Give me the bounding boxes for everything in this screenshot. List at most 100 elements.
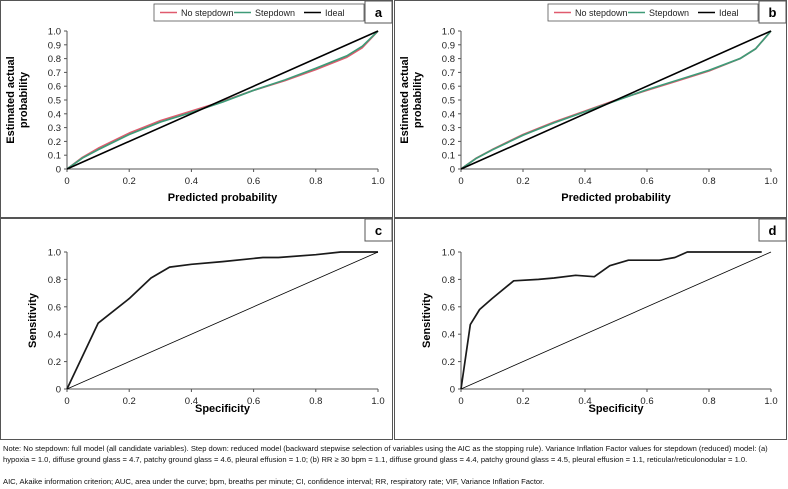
x-axis-title: Predicted probability xyxy=(168,192,278,204)
y-tick-label: 0.1 xyxy=(442,151,455,162)
legend-box xyxy=(153,3,365,22)
x-tick-label: 0.4 xyxy=(578,396,591,407)
y-tick-label: 0.4 xyxy=(48,109,61,120)
y-axis-title-line: Estimated actual xyxy=(5,56,17,143)
y-tick-label: 0.2 xyxy=(48,357,61,368)
y-tick-label: 0 xyxy=(56,385,61,396)
x-tick-label: 0.8 xyxy=(702,176,715,187)
y-axis-title-line: Estimated actual xyxy=(399,56,411,143)
panel-b: b 0 0.2 0.4 0.6 0.8 1.0 0 0.1 0.2 0.3 0.4 0.5 0.6 0.7 0… xyxy=(394,0,787,218)
legend-label: Stepdown xyxy=(255,8,295,18)
panel-label: a xyxy=(375,5,383,20)
abbreviations-note: AIC, Akaike information criterion; AUC, … xyxy=(3,477,545,486)
figure: a 0 0.2 0.4 0.6 0.8 1.0 0 0.1 0.2 0.3 0.4 0.5 0.6 0.7 0… xyxy=(0,0,787,440)
panel-label: d xyxy=(769,223,777,238)
y-tick-label: 0.5 xyxy=(48,96,61,107)
x-tick-label: 0.4 xyxy=(185,396,198,407)
y-tick-label: 0.6 xyxy=(442,302,455,313)
panel-a: a 0 0.2 0.4 0.6 0.8 1.0 0 0.1 0.2 0.3 0.4 0.5 0.6 0.7 0… xyxy=(0,0,393,218)
x-tick-label: 0.8 xyxy=(702,396,715,407)
y-tick-label: 0.4 xyxy=(442,109,455,120)
x-tick-label: 0 xyxy=(64,176,69,187)
legend-box xyxy=(547,3,759,22)
y-tick-label: 0.7 xyxy=(442,68,455,79)
legend-label: Stepdown xyxy=(649,8,689,18)
series-line-reference xyxy=(460,251,772,390)
series-line-stepdown xyxy=(66,30,379,170)
y-tick-label: 0.8 xyxy=(48,54,61,65)
y-tick-label: 0.3 xyxy=(48,123,61,134)
y-tick-label: 0.8 xyxy=(442,275,455,286)
x-tick-label: 0.2 xyxy=(516,396,529,407)
panel-label-box xyxy=(758,0,787,24)
y-tick-label: 0.8 xyxy=(48,275,61,286)
y-tick-label: 0 xyxy=(56,165,61,176)
panel-label: c xyxy=(375,223,382,238)
y-tick-label: 0.9 xyxy=(442,40,455,51)
y-tick-label: 0.8 xyxy=(442,54,455,65)
y-tick-label: 0.4 xyxy=(48,330,61,341)
x-tick-label: 0 xyxy=(458,396,463,407)
x-tick-label: 0 xyxy=(64,396,69,407)
x-tick-label: 0.4 xyxy=(578,176,591,187)
y-tick-label: 0.2 xyxy=(48,137,61,148)
y-tick-label: 1.0 xyxy=(48,27,61,38)
y-tick-label: 1.0 xyxy=(442,248,455,259)
legend-label: Ideal xyxy=(719,8,739,18)
y-axis-title-line: probability xyxy=(412,71,424,128)
y-tick-label: 0.1 xyxy=(48,151,61,162)
y-tick-label: 0.6 xyxy=(442,82,455,93)
x-tick-label: 1.0 xyxy=(764,176,777,187)
y-tick-label: 0.4 xyxy=(442,330,455,341)
x-tick-label: 0.8 xyxy=(309,396,322,407)
panel-frame xyxy=(394,218,787,440)
series-line-roc xyxy=(460,251,762,390)
panel-d: d 0 0.2 0.4 0.6 0.8 1.0 0 0.2 0.4 0.6 0.8 1.0 Specifi… xyxy=(394,218,787,440)
y-tick-label: 0.5 xyxy=(442,96,455,107)
x-tick-label: 1.0 xyxy=(371,176,384,187)
panel-c: c 0 0.2 0.4 0.6 0.8 1.0 0 0.2 0.4 0.6 0.8 1.0 Specifi… xyxy=(0,218,393,440)
panel-label-box xyxy=(758,218,787,242)
x-axis-title: Predicted probability xyxy=(561,192,671,204)
y-axis-title: Sensitivity xyxy=(421,292,433,348)
x-axis-title: Specificity xyxy=(588,403,644,415)
panel-label-box xyxy=(364,218,393,242)
y-axis-title: Estimated actualprobability xyxy=(5,56,30,143)
x-tick-label: 0.2 xyxy=(123,176,136,187)
y-axis-title-line: probability xyxy=(18,71,30,128)
y-axis-title: Estimated actualprobability xyxy=(399,56,424,143)
series-line-reference xyxy=(66,251,379,390)
x-tick-label: 0.6 xyxy=(247,396,260,407)
panel-label-box xyxy=(364,0,393,24)
y-tick-label: 0.6 xyxy=(48,302,61,313)
y-tick-label: 0.2 xyxy=(442,137,455,148)
x-tick-label: 0.4 xyxy=(185,176,198,187)
y-tick-label: 0.3 xyxy=(442,123,455,134)
y-tick-label: 0.2 xyxy=(442,357,455,368)
x-axis-title: Specificity xyxy=(195,403,251,415)
x-tick-label: 0 xyxy=(458,176,463,187)
panel-frame xyxy=(394,0,787,218)
y-tick-label: 0 xyxy=(450,385,455,396)
y-axis-title: Sensitivity xyxy=(27,292,39,348)
panel-label: b xyxy=(769,5,777,20)
x-tick-label: 1.0 xyxy=(764,396,777,407)
x-tick-label: 0.2 xyxy=(123,396,136,407)
legend-label: No stepdown xyxy=(181,8,234,18)
panel-frame xyxy=(0,0,393,218)
x-tick-label: 0.6 xyxy=(640,176,653,187)
y-tick-label: 1.0 xyxy=(48,248,61,259)
y-tick-label: 1.0 xyxy=(442,27,455,38)
x-tick-label: 0.6 xyxy=(640,396,653,407)
series-line-ideal xyxy=(66,30,379,170)
y-tick-label: 0.6 xyxy=(48,82,61,93)
x-tick-label: 1.0 xyxy=(371,396,384,407)
figure-note: Note: No stepdown: full model (all candi… xyxy=(3,444,768,464)
x-tick-label: 0.2 xyxy=(516,176,529,187)
series-line-roc xyxy=(66,251,378,390)
x-tick-label: 0.6 xyxy=(247,176,260,187)
legend-label: Ideal xyxy=(325,8,345,18)
legend-label: No stepdown xyxy=(575,8,628,18)
y-tick-label: 0.7 xyxy=(48,68,61,79)
series-line-ideal xyxy=(460,30,772,170)
